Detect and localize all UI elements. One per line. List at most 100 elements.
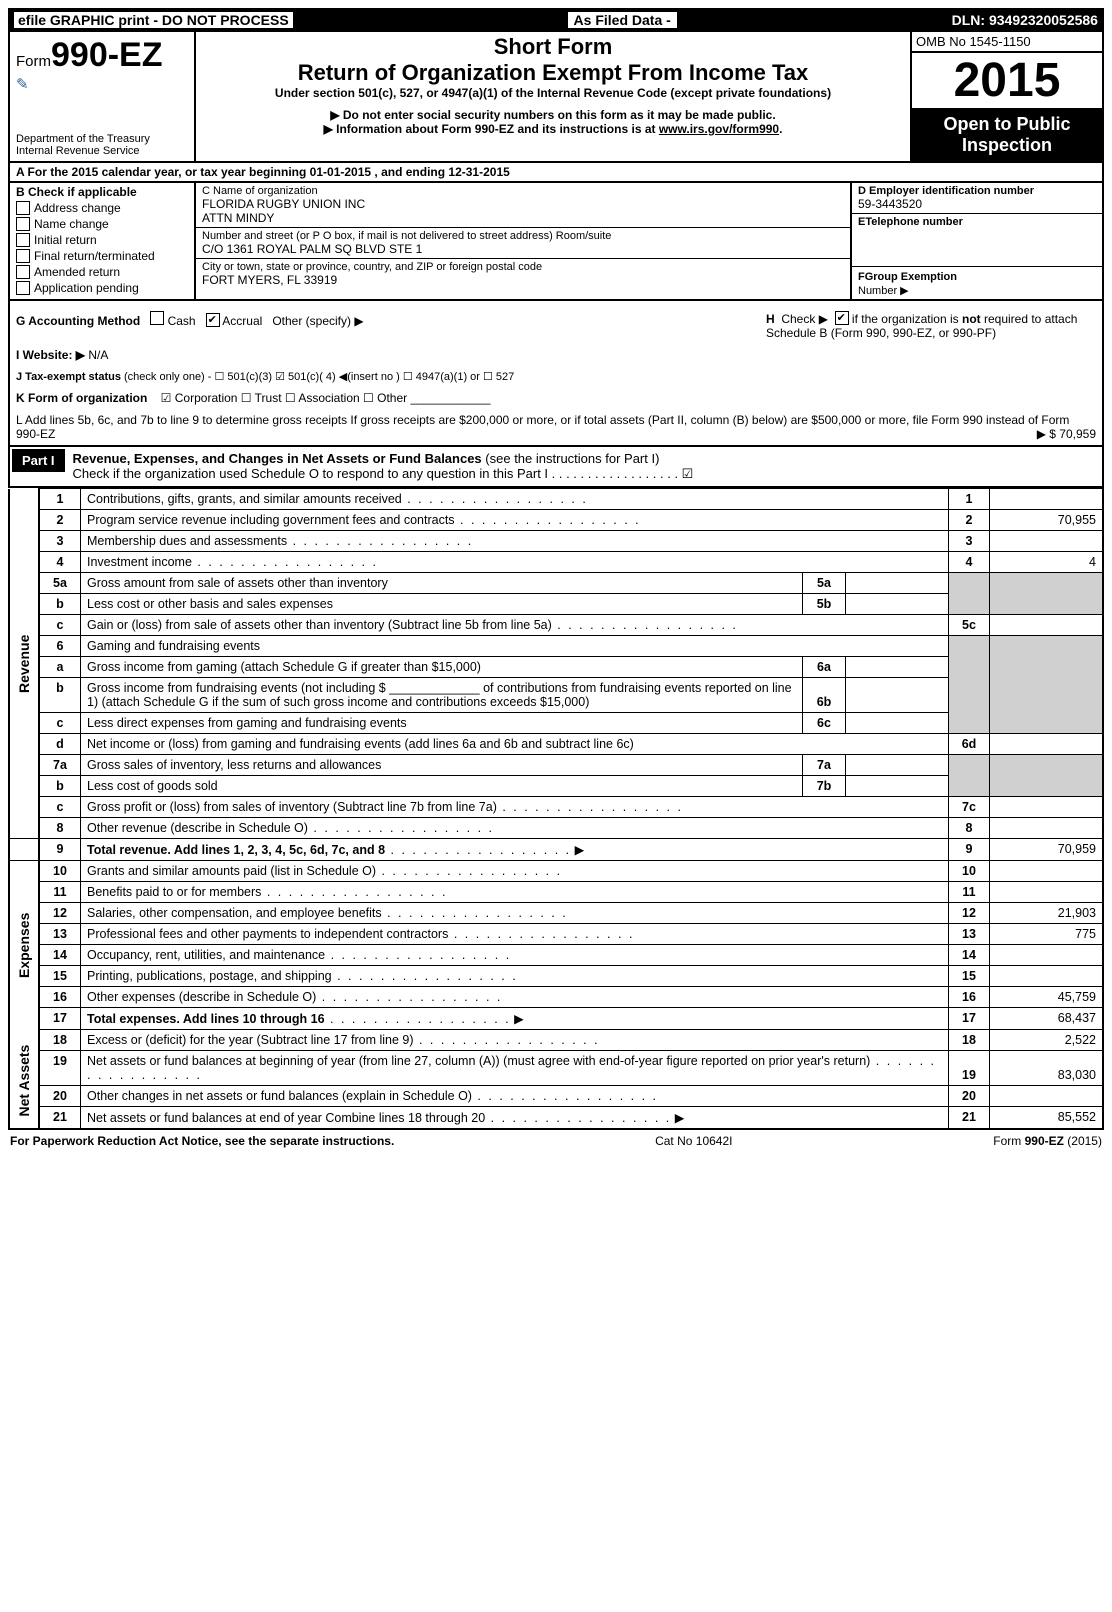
b-header: B Check if applicable (16, 185, 188, 199)
r6b-desc: Gross income from fundraising events (no… (87, 681, 792, 709)
r6c-sn: 6c (803, 713, 846, 734)
r18-amt: 2,522 (990, 1030, 1104, 1051)
lbl-app-pending: Application pending (34, 281, 139, 295)
r5c-desc: Gain or (loss) from sale of assets other… (87, 618, 552, 632)
r7c-desc: Gross profit or (loss) from sales of inv… (87, 800, 497, 814)
c-name-lbl: C Name of organization (202, 185, 844, 197)
r7a-desc: Gross sales of inventory, less returns a… (87, 758, 381, 772)
e-lbl: ETelephone number (858, 216, 1096, 228)
r7a-num: 7a (39, 755, 81, 776)
r7a-sn: 7a (803, 755, 846, 776)
lbl-initial-return: Initial return (34, 233, 97, 247)
c-city-lbl: City or town, state or province, country… (202, 261, 844, 273)
r6c-num: c (39, 713, 81, 734)
side-expenses: Expenses (9, 861, 39, 1030)
r6-num: 6 (39, 636, 81, 657)
form-prefix: Form (16, 53, 51, 70)
r4-desc: Investment income (87, 555, 192, 569)
short-form-title: Short Form (202, 34, 904, 60)
form-number: 990-EZ (51, 36, 163, 74)
r19-desc: Net assets or fund balances at beginning… (87, 1054, 870, 1068)
f-lbl2: Number ▶ (858, 285, 909, 297)
r11-rn: 11 (949, 882, 990, 903)
r11-desc: Benefits paid to or for members (87, 885, 261, 899)
cb-amended[interactable] (16, 265, 30, 279)
dept-irs: Internal Revenue Service (16, 145, 188, 157)
dln: DLN: 93492320052586 (952, 12, 1098, 28)
r14-num: 14 (39, 945, 81, 966)
g-other: Other (specify) ▶ (272, 314, 363, 328)
r4-rn: 4 (949, 552, 990, 573)
r6d-desc: Net income or (loss) from gaming and fun… (87, 737, 634, 751)
a-end: 12-31-2015 (448, 165, 509, 179)
r17-rn: 17 (949, 1008, 990, 1030)
r1-amt (990, 489, 1104, 510)
main-title: Return of Organization Exempt From Incom… (202, 60, 904, 86)
r1-rn: 1 (949, 489, 990, 510)
efile-icon: ✎ (16, 75, 188, 93)
cb-accrual[interactable] (206, 313, 220, 327)
r20-rn: 20 (949, 1086, 990, 1107)
r6d-num: d (39, 734, 81, 755)
line-h: H Check ▶ if the organization is not req… (766, 311, 1096, 340)
r15-desc: Printing, publications, postage, and shi… (87, 969, 332, 983)
r16-amt: 45,759 (990, 987, 1104, 1008)
r17-num: 17 (39, 1008, 81, 1030)
r20-num: 20 (39, 1086, 81, 1107)
r16-desc: Other expenses (describe in Schedule O) (87, 990, 316, 1004)
lbl-final-return: Final return/terminated (34, 249, 155, 263)
r4-num: 4 (39, 552, 81, 573)
r5c-amt (990, 615, 1104, 636)
r6d-rn: 6d (949, 734, 990, 755)
r18-desc: Excess or (deficit) for the year (Subtra… (87, 1033, 414, 1047)
r20-desc: Other changes in net assets or fund bala… (87, 1089, 472, 1103)
gh-block: G Accounting Method Cash Accrual Other (… (8, 301, 1104, 344)
ein: 59-3443520 (858, 197, 1096, 211)
efile-topbar: efile GRAPHIC print - DO NOT PROCESS As … (8, 8, 1104, 32)
r1-num: 1 (39, 489, 81, 510)
efile-left: efile GRAPHIC print - DO NOT PROCESS (14, 12, 293, 28)
footer-left: For Paperwork Reduction Act Notice, see … (10, 1134, 394, 1148)
c-addr-lbl: Number and street (or P O box, if mail i… (202, 230, 844, 242)
line-a: A For the 2015 calendar year, or tax yea… (8, 163, 1104, 183)
r7c-rn: 7c (949, 797, 990, 818)
side-netassets: Net Assets (9, 1030, 39, 1130)
k-rest: ☑ Corporation ☐ Trust ☐ Association ☐ Ot… (161, 391, 491, 405)
line-l: L Add lines 5b, 6c, and 7b to line 9 to … (8, 409, 1104, 446)
page-footer: For Paperwork Reduction Act Notice, see … (8, 1130, 1104, 1152)
cb-initial-return[interactable] (16, 233, 30, 247)
r2-desc: Program service revenue including govern… (87, 513, 455, 527)
r16-num: 16 (39, 987, 81, 1008)
r3-amt (990, 531, 1104, 552)
org-addr: C/O 1361 ROYAL PALM SQ BLVD STE 1 (202, 242, 844, 256)
r5a-sn: 5a (803, 573, 846, 594)
r7c-amt (990, 797, 1104, 818)
col-def: D Employer identification number 59-3443… (850, 183, 1102, 299)
part1-title: Revenue, Expenses, and Changes in Net As… (73, 451, 482, 466)
lbl-name-change: Name change (34, 217, 109, 231)
cb-app-pending[interactable] (16, 281, 30, 295)
r15-num: 15 (39, 966, 81, 987)
cb-cash[interactable] (150, 311, 164, 325)
r6a-num: a (39, 657, 81, 678)
r13-rn: 13 (949, 924, 990, 945)
r5a-num: 5a (39, 573, 81, 594)
r7b-desc: Less cost of goods sold (87, 779, 218, 793)
cb-address-change[interactable] (16, 201, 30, 215)
r5b-desc: Less cost or other basis and sales expen… (87, 597, 333, 611)
irs-link[interactable]: www.irs.gov/form990 (659, 122, 779, 136)
r13-num: 13 (39, 924, 81, 945)
cb-final-return[interactable] (16, 249, 30, 263)
cb-sched-b[interactable] (835, 311, 849, 325)
r15-amt (990, 966, 1104, 987)
part1-tag: Part I (12, 449, 65, 472)
cb-name-change[interactable] (16, 217, 30, 231)
a-pre: A For the 2015 calendar year, or tax yea… (16, 165, 310, 179)
r9-desc: Total revenue. Add lines 1, 2, 3, 4, 5c,… (87, 843, 385, 857)
part1-check: Check if the organization used Schedule … (73, 466, 694, 481)
org-name1: FLORIDA RUGBY UNION INC (202, 197, 844, 211)
r2-num: 2 (39, 510, 81, 531)
r5b-sv (846, 594, 949, 615)
j-lbl: J Tax-exempt status (16, 371, 121, 383)
lbl-amended: Amended return (34, 265, 120, 279)
